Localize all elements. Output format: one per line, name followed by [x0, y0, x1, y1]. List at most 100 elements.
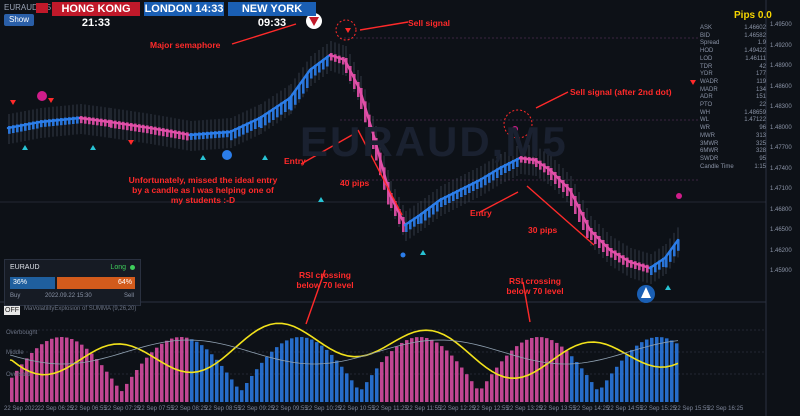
ma-histogram-bar	[284, 100, 287, 112]
trade-symbol: EURAUD	[10, 264, 40, 271]
indicator-histogram-bar	[380, 362, 384, 402]
ma-histogram-bar	[413, 217, 416, 227]
indicator-histogram-bar	[480, 388, 484, 402]
annotation-entry-2: Entry	[470, 208, 492, 218]
ma-histogram-bar	[405, 223, 408, 232]
indicator-histogram-bar	[255, 369, 259, 402]
time-tick-label: 22 Sep 11:25	[372, 406, 408, 412]
indicator-histogram-bar	[415, 337, 419, 402]
indicator-histogram-bar	[595, 389, 599, 402]
ma-histogram-bar	[12, 125, 15, 134]
ma-histogram-bar	[134, 123, 137, 132]
annotation-missed-entry: Unfortunately, missed the ideal entry by…	[128, 175, 278, 205]
annotation-pips-1: 40 pips	[340, 178, 370, 188]
trade-direction: Long	[110, 264, 126, 271]
ma-histogram-bar	[166, 128, 169, 137]
indicator-histogram-bar	[220, 365, 224, 402]
stats-value: 119	[756, 78, 766, 85]
buy-percent-bar[interactable]: 36%	[10, 277, 55, 289]
stats-value: 96	[759, 125, 766, 132]
stats-row: WL 1.47122	[700, 116, 766, 124]
ma-histogram-bar	[250, 120, 253, 131]
indicator-histogram-bar	[155, 347, 159, 402]
indicator-histogram-bar	[435, 342, 439, 402]
indicator-histogram-bar	[490, 374, 494, 402]
stats-row: HOD 1.49422	[700, 47, 766, 55]
ma-histogram-bar	[550, 168, 553, 180]
indicator-histogram-bar	[55, 337, 59, 402]
stats-value: 1.48659	[744, 109, 766, 116]
indicator-histogram-bar	[100, 365, 104, 402]
indicator-histogram-bar	[445, 350, 449, 402]
indicator-histogram-bar	[500, 361, 504, 402]
stats-value: 313	[755, 132, 766, 139]
ma-histogram-bar	[302, 79, 305, 94]
indicator-histogram-bar	[470, 381, 474, 402]
moving-average-segment	[628, 260, 652, 270]
indicator-histogram-bar	[240, 390, 244, 402]
time-tick-label: 22 Sep 16:25	[707, 406, 744, 412]
indicator-histogram-bar	[320, 345, 324, 402]
time-tick-label: 22 Sep 10:55	[339, 406, 375, 412]
indicator-histogram-bar	[275, 347, 279, 402]
indicator-histogram-bar	[520, 342, 524, 402]
moving-average-segment	[608, 248, 632, 264]
ma-histogram-bar	[554, 172, 557, 184]
moving-average-segment	[588, 228, 612, 252]
indicator-histogram-bar	[590, 382, 594, 402]
ma-histogram-bar	[142, 124, 145, 133]
ma-histogram-bar	[76, 116, 79, 124]
ma-histogram-bar	[638, 262, 641, 271]
price-tick-label: 1.49200	[770, 42, 792, 49]
time-tick-label: 22 Sep 12:25	[439, 406, 476, 412]
time-tick-label: 22 Sep 06:55	[71, 406, 107, 412]
ma-histogram-bar	[56, 118, 59, 126]
indicator-histogram-bar	[305, 337, 309, 402]
moving-average-segment	[108, 120, 152, 130]
ma-histogram-bar	[64, 117, 67, 125]
indicator-histogram-bar	[130, 376, 134, 402]
trade-widget[interactable]: EURAUD Long 36% 64% Buy 2022.09.22 15:30…	[4, 259, 141, 306]
buy-arrow-icon	[22, 145, 28, 150]
ma-histogram-bar	[298, 84, 301, 100]
indicator-histogram-bar	[570, 356, 574, 402]
indicator-histogram-bar	[455, 361, 459, 402]
indicator-histogram-bar	[425, 337, 429, 402]
ma-histogram-bar	[468, 184, 471, 193]
stats-value: 42	[759, 63, 766, 70]
indicator-toggle-button[interactable]: OFF	[4, 306, 20, 315]
ma-histogram-bar	[52, 118, 55, 126]
stats-value: 1.47122	[744, 117, 766, 124]
ma-histogram-bar	[158, 127, 161, 136]
moving-average-segment	[533, 158, 552, 172]
moving-average-segment	[228, 116, 262, 134]
indicator-histogram-bar	[335, 360, 339, 402]
ma-histogram-bar	[16, 124, 19, 133]
indicator-histogram-bar	[530, 337, 534, 402]
indicator-histogram-bar	[185, 337, 189, 402]
ma-histogram-bar	[162, 128, 165, 137]
price-tick-label: 1.47400	[770, 165, 792, 172]
stats-label: BID	[700, 32, 711, 39]
indicator-histogram-bar	[180, 337, 184, 402]
indicator-histogram-bar	[260, 362, 264, 402]
indicator-histogram-bar	[575, 362, 579, 402]
ma-histogram-bar	[322, 59, 325, 70]
stats-value: 95	[759, 155, 766, 162]
semaphore-dot	[676, 193, 682, 199]
indicator-histogram-bar	[640, 342, 644, 402]
ma-histogram-bar	[630, 260, 633, 268]
show-button[interactable]: Show	[4, 14, 34, 26]
time-tick-label: 22 Sep 13:55	[540, 406, 576, 412]
sell-percent-bar[interactable]: 64%	[57, 277, 135, 289]
indicator-histogram-bar	[605, 380, 609, 402]
ma-histogram-bar	[88, 117, 91, 125]
annotation-pips-2: 30 pips	[528, 225, 558, 235]
indicator-histogram-bar	[390, 351, 394, 402]
stats-row: MADR 134	[700, 86, 766, 94]
ma-histogram-bar	[570, 188, 573, 206]
indicator-histogram-bar	[460, 367, 464, 402]
indicator-histogram-bar	[385, 356, 389, 402]
stats-label: MADR	[700, 86, 718, 93]
